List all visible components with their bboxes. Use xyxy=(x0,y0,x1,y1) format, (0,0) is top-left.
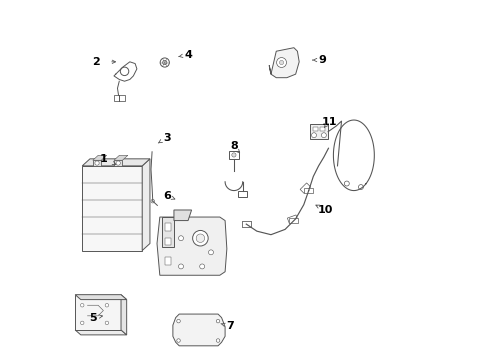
Circle shape xyxy=(120,67,128,76)
Text: 5: 5 xyxy=(89,312,97,323)
FancyBboxPatch shape xyxy=(241,221,250,227)
Polygon shape xyxy=(173,314,224,346)
Polygon shape xyxy=(161,217,174,247)
Text: 2: 2 xyxy=(92,57,100,67)
Bar xyxy=(312,127,317,131)
Circle shape xyxy=(160,58,169,67)
Bar xyxy=(287,215,297,224)
FancyBboxPatch shape xyxy=(289,218,298,224)
Bar xyxy=(93,160,101,166)
Circle shape xyxy=(192,230,208,246)
Polygon shape xyxy=(174,210,191,221)
Circle shape xyxy=(199,264,204,269)
Bar xyxy=(165,224,171,231)
Text: 7: 7 xyxy=(226,321,234,332)
Circle shape xyxy=(105,303,108,307)
Text: 8: 8 xyxy=(229,141,237,152)
Circle shape xyxy=(81,303,84,307)
Circle shape xyxy=(196,234,204,242)
Polygon shape xyxy=(75,294,126,300)
Circle shape xyxy=(81,321,84,325)
Circle shape xyxy=(344,181,348,186)
Circle shape xyxy=(116,161,120,165)
Text: 10: 10 xyxy=(317,205,333,215)
Circle shape xyxy=(176,339,180,342)
Text: 4: 4 xyxy=(184,50,192,60)
Polygon shape xyxy=(157,217,226,275)
Bar xyxy=(82,166,142,251)
Circle shape xyxy=(95,161,99,165)
Circle shape xyxy=(163,60,166,65)
Circle shape xyxy=(176,319,180,323)
Text: 1: 1 xyxy=(99,154,107,164)
Polygon shape xyxy=(93,155,106,160)
Text: 3: 3 xyxy=(163,133,170,143)
Text: 6: 6 xyxy=(163,191,170,201)
Circle shape xyxy=(178,264,183,269)
Bar xyxy=(165,238,171,245)
Bar xyxy=(75,294,121,330)
Text: 9: 9 xyxy=(318,55,325,65)
Circle shape xyxy=(105,321,108,325)
Bar xyxy=(165,257,171,265)
Polygon shape xyxy=(269,48,299,78)
Circle shape xyxy=(151,199,154,203)
Bar xyxy=(229,151,238,159)
Circle shape xyxy=(216,319,219,323)
FancyBboxPatch shape xyxy=(304,188,313,193)
Bar xyxy=(300,183,310,193)
Bar xyxy=(319,127,324,131)
Circle shape xyxy=(321,133,325,138)
Circle shape xyxy=(311,133,316,138)
Circle shape xyxy=(276,58,286,67)
Circle shape xyxy=(231,153,236,157)
Bar xyxy=(114,160,122,166)
Bar xyxy=(114,95,124,100)
Circle shape xyxy=(208,250,213,255)
Polygon shape xyxy=(142,159,150,251)
Polygon shape xyxy=(114,155,127,160)
Circle shape xyxy=(279,60,283,65)
Circle shape xyxy=(178,236,183,241)
Polygon shape xyxy=(121,294,126,335)
Text: 11: 11 xyxy=(321,117,336,127)
Circle shape xyxy=(216,339,219,342)
Polygon shape xyxy=(75,330,126,335)
Polygon shape xyxy=(82,159,150,166)
FancyBboxPatch shape xyxy=(309,124,327,139)
Circle shape xyxy=(358,185,363,189)
Bar xyxy=(241,221,250,227)
Bar xyxy=(238,190,247,197)
